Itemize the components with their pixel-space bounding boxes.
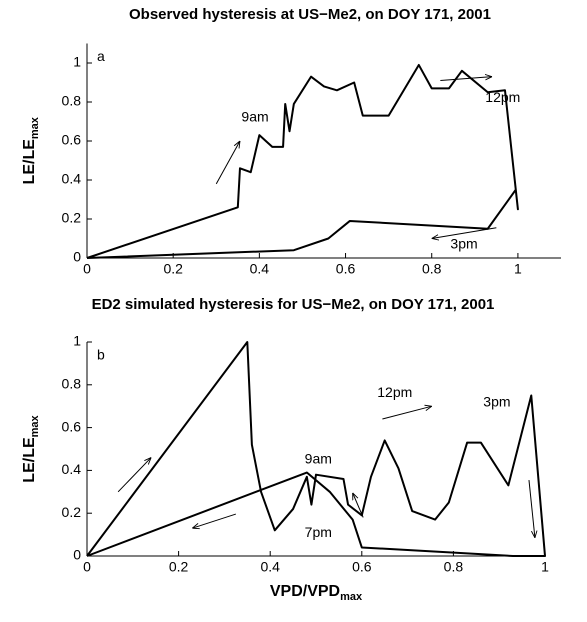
x-axis-label-sub: max (340, 591, 363, 603)
x-tick-label: 1 (514, 261, 522, 277)
y-axis-label-main: LE/LE (21, 139, 38, 185)
annotation: 7pm (305, 524, 332, 540)
annotation: 12pm (377, 384, 412, 400)
data-line (86, 63, 519, 259)
x-tick-label: 0.2 (169, 559, 189, 575)
arrow (117, 458, 151, 493)
chart-title: Observed hysteresis at US−Me2, on DOY 17… (129, 6, 491, 23)
y-tick-label: 0.2 (62, 210, 82, 226)
annotation: 9am (305, 450, 332, 466)
y-tick-label: 0.4 (62, 461, 82, 477)
x-tick-label: 0.6 (336, 261, 356, 277)
x-axis-label: VPD/VPDmax (270, 583, 363, 603)
x-tick-label: 0.8 (444, 559, 464, 575)
y-tick-label: 0.8 (62, 93, 82, 109)
y-tick-label: 0.4 (62, 171, 82, 187)
y-tick-label: 0.2 (62, 504, 82, 520)
x-tick-label: 0 (83, 559, 91, 575)
arrow (432, 227, 497, 239)
y-tick-label: 0 (73, 547, 81, 563)
annotation: 9am (241, 108, 268, 124)
x-tick-label: 0.8 (422, 261, 442, 277)
x-tick-label: 1 (541, 559, 549, 575)
y-tick-label: 1 (73, 54, 81, 70)
annotation: 3pm (450, 236, 477, 252)
arrow (382, 406, 431, 420)
x-tick-label: 0.4 (250, 261, 270, 277)
x-tick-label: 0 (83, 261, 91, 277)
x-axis-label-main: VPD/VPD (270, 583, 340, 600)
y-tick-label: 0.6 (62, 418, 82, 434)
x-tick-label: 0.2 (163, 261, 183, 277)
y-tick-label: 0.6 (62, 132, 82, 148)
y-tick-label: 1 (73, 333, 81, 349)
panel-label: b (97, 347, 105, 363)
panel-label: a (97, 48, 105, 64)
arrow (192, 513, 237, 528)
y-tick-label: 0 (73, 249, 81, 265)
arrow (528, 479, 535, 538)
x-tick-label: 0.4 (260, 559, 280, 575)
y-axis-label-sub: max (29, 414, 41, 437)
arrow (353, 493, 364, 518)
y-axis-label: LE/LEmax (21, 414, 41, 482)
chart-title: ED2 simulated hysteresis for US−Me2, on … (92, 296, 495, 313)
data-line (86, 341, 546, 557)
annotation: 3pm (483, 394, 510, 410)
x-tick-label: 0.6 (352, 559, 372, 575)
y-tick-label: 0.8 (62, 376, 82, 392)
y-axis-label-main: LE/LE (21, 437, 38, 483)
arrow (440, 77, 492, 82)
y-axis-label-sub: max (29, 116, 41, 139)
y-axis-label: LE/LEmax (21, 116, 41, 184)
annotation: 12pm (485, 89, 520, 105)
arrow (215, 141, 240, 185)
